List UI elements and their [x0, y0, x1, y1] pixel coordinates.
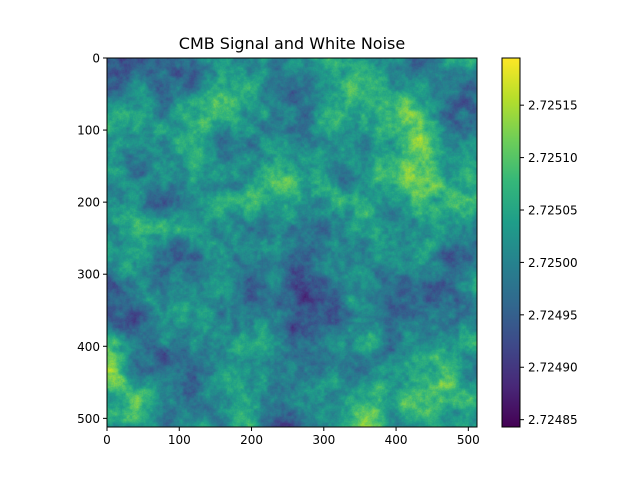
x-tick-label: 500 — [457, 433, 480, 447]
heatmap-image — [107, 58, 477, 427]
colorbar-tick-label: 2.72510 — [528, 151, 578, 165]
colorbar-frame — [501, 57, 521, 428]
x-tick-label: 400 — [385, 433, 408, 447]
colorbar-tick-label: 2.72495 — [528, 308, 578, 322]
x-axis: 0 100 200 300 400 500 — [103, 427, 480, 447]
x-tick-label: 100 — [168, 433, 191, 447]
plot-frame — [106, 57, 478, 428]
y-tick-label: 100 — [77, 124, 100, 138]
chart-title: CMB Signal and White Noise — [179, 34, 405, 53]
colorbar-tick-label: 2.72485 — [528, 413, 578, 427]
x-tick-label: 200 — [240, 433, 263, 447]
y-tick-label: 0 — [92, 52, 100, 66]
colorbar-tick-label: 2.72505 — [528, 204, 578, 218]
y-axis: 0 100 200 300 400 500 — [77, 52, 107, 426]
colorbar-tick-label: 2.72490 — [528, 361, 578, 375]
x-tick-label: 300 — [312, 433, 335, 447]
y-tick-label: 300 — [77, 268, 100, 282]
colorbar-tick-label: 2.72515 — [528, 99, 578, 113]
colorbar — [502, 58, 520, 427]
y-tick-label: 400 — [77, 340, 100, 354]
y-tick-label: 500 — [77, 412, 100, 426]
x-tick-label: 0 — [103, 433, 111, 447]
colorbar-tick-label: 2.72500 — [528, 256, 578, 270]
y-tick-label: 200 — [77, 196, 100, 210]
colorbar-axis: 2.72485 2.72490 2.72495 2.72500 2.72505 2.725… — [520, 99, 578, 427]
